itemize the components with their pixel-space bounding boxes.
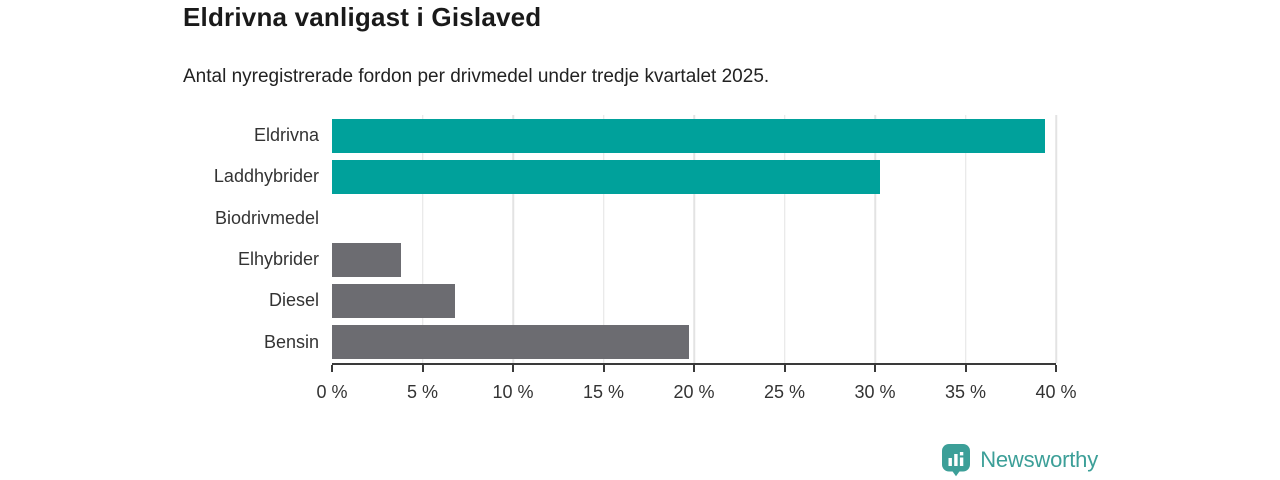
category-label: Diesel (268, 290, 319, 311)
chart-subtitle: Antal nyregistrerade fordon per drivmede… (183, 66, 770, 87)
x-axis-tick (1055, 365, 1057, 372)
x-axis-tick-label: 40 % (1035, 382, 1077, 402)
x-axis-tick (512, 365, 514, 372)
bar-bensin (332, 325, 689, 360)
x-axis-tick (331, 365, 333, 372)
gridline (602, 115, 605, 363)
x-axis-tick (693, 365, 695, 372)
gridline (964, 115, 967, 363)
gridline (874, 115, 876, 363)
bar-diesel (332, 284, 456, 318)
x-axis-tick (964, 365, 967, 372)
bar-laddhybrider (332, 160, 881, 194)
category-label: Biodrivmedel (214, 207, 319, 228)
x-axis-tick-label: 5 % (406, 382, 439, 402)
bar-eldrivna (332, 118, 1046, 153)
x-axis-tick (874, 365, 876, 372)
newsworthy-wordmark: Newsworthy (980, 447, 1098, 472)
x-axis-tick-label: 20 % (673, 382, 715, 402)
newsworthy-brand: Newsworthy (941, 443, 1098, 477)
x-axis-tick-label: 15 % (582, 382, 625, 402)
x-axis-tick-label: 35 % (944, 382, 987, 402)
gridline (1055, 115, 1057, 363)
category-label: Eldrivna (253, 125, 319, 145)
bar-chart-speech-bubble-icon (942, 444, 971, 477)
x-axis-tick-label: 10 % (492, 382, 534, 402)
gridline (693, 115, 695, 363)
gridline (512, 115, 514, 363)
chart-title: Eldrivna vanligast i Gislaved (183, 2, 542, 32)
category-label: Bensin (263, 331, 319, 352)
x-axis-tick-label: 25 % (763, 382, 806, 402)
category-label: Elhybrider (237, 249, 319, 269)
plot-area: 0 % 5 % 10 % 15 % 20 % 25 % 30 % 35 % 40 % (316, 115, 1077, 402)
category-label: Laddhybrider (213, 166, 319, 187)
x-axis-tick (602, 365, 605, 372)
category-axis: Eldrivna Laddhybrider Biodrivmedel Elhybrid… (0, 115, 319, 363)
bar-elhybrider (332, 242, 401, 277)
x-axis-tick (783, 365, 786, 372)
gridline (421, 115, 424, 363)
x-axis-tick (421, 365, 424, 372)
x-axis-tick-label: 0 % (316, 382, 348, 402)
x-axis-tick-label: 30 % (854, 382, 896, 402)
gridline (783, 115, 786, 363)
